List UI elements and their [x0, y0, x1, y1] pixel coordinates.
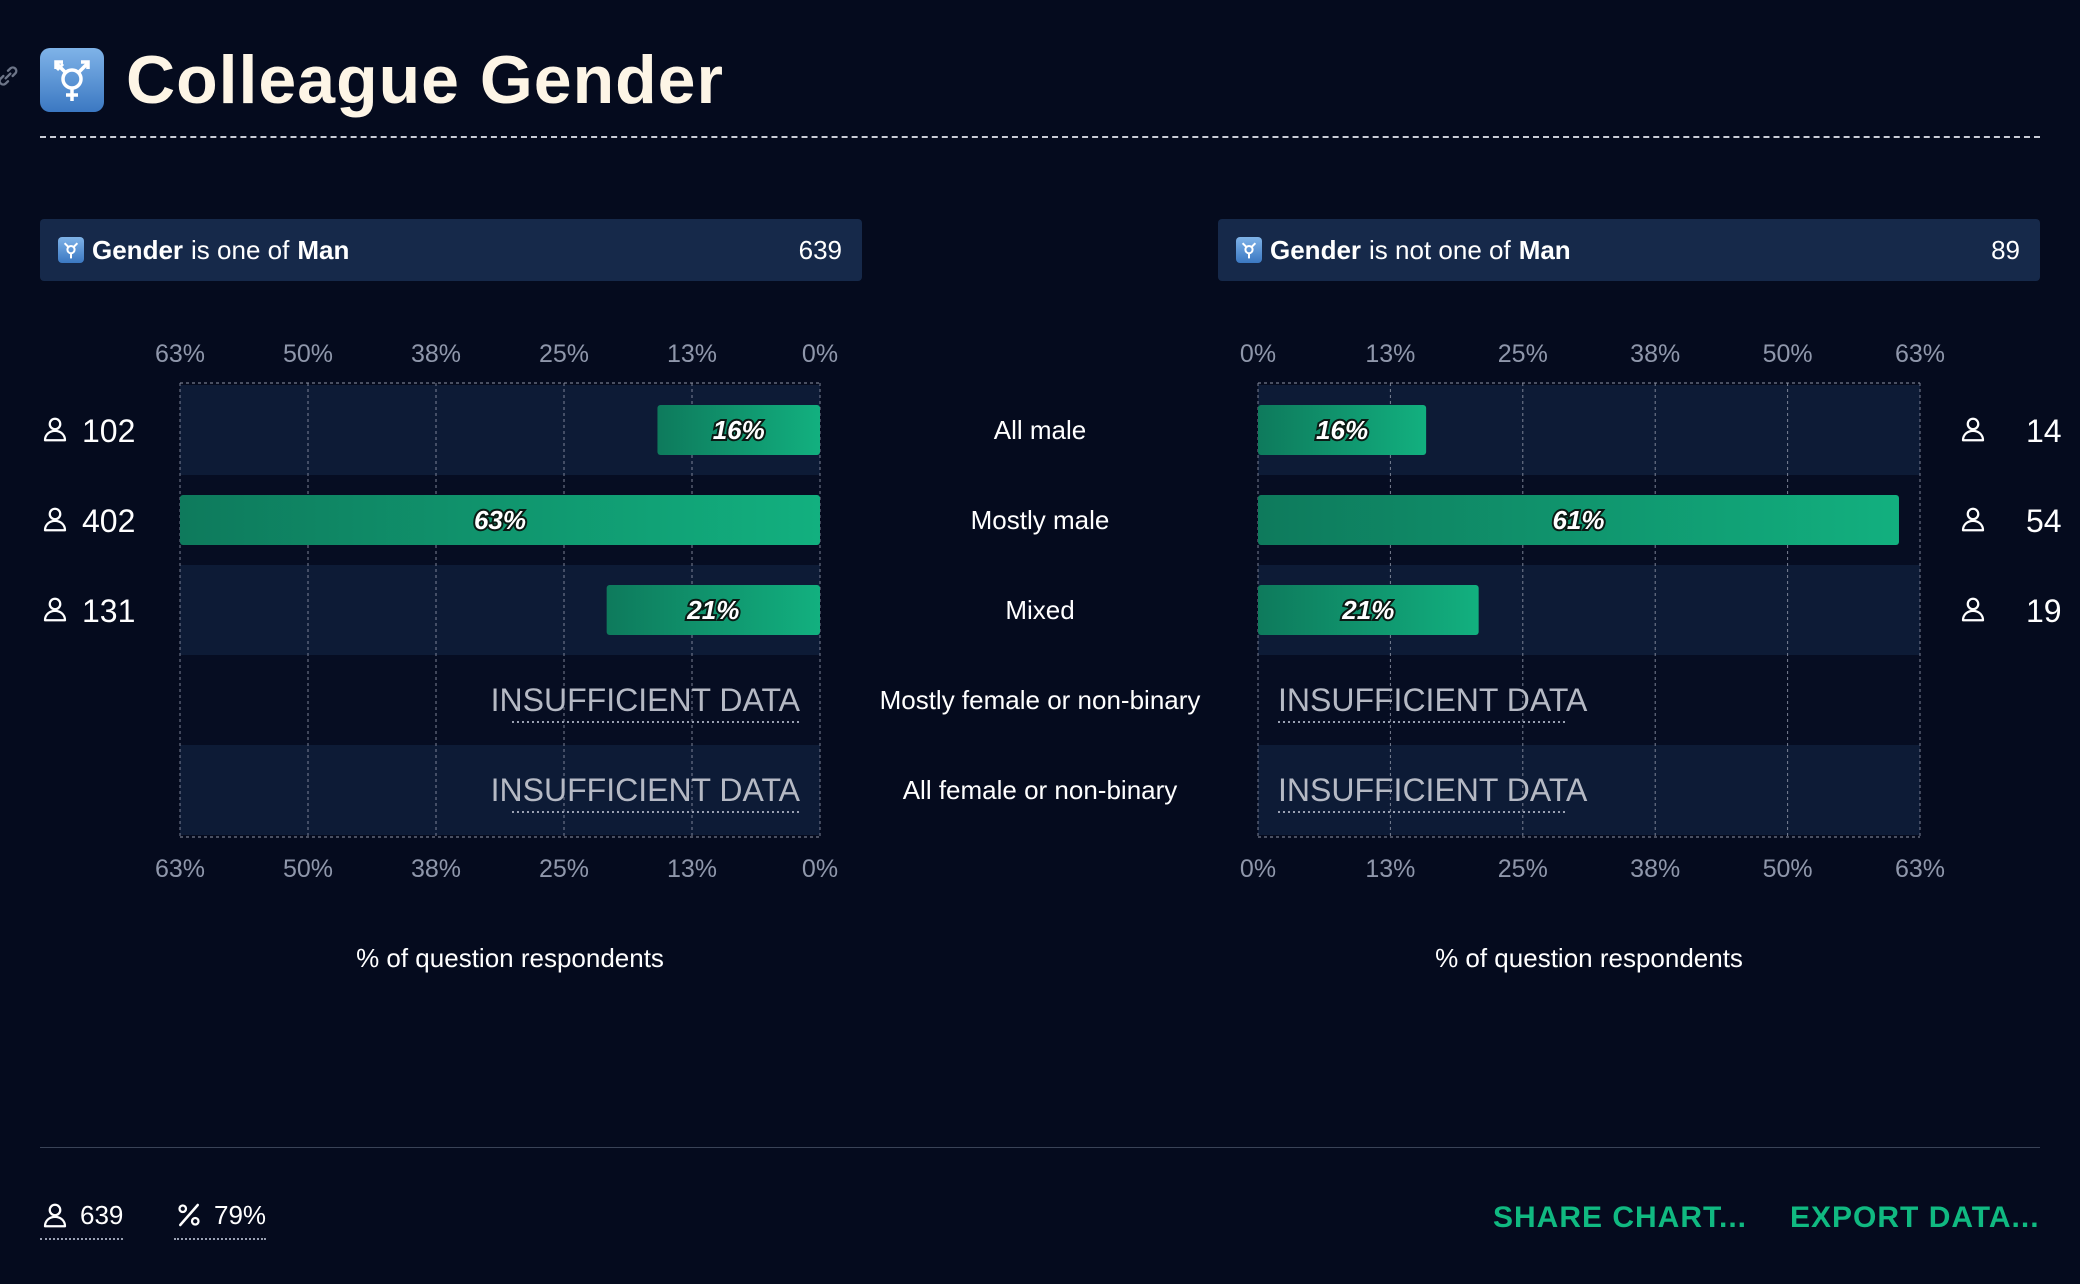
left-tick-label-bottom: 13% — [667, 855, 717, 883]
right-tick-label-bottom: 13% — [1365, 855, 1415, 883]
left-tick-label-bottom: 50% — [283, 855, 333, 883]
category-label: Mostly male — [971, 505, 1110, 535]
right-x-axis-title: % of question respondents — [1435, 943, 1743, 973]
right-bar — [1258, 405, 1427, 455]
left-tick-label-bottom: 0% — [802, 855, 838, 883]
person-icon — [43, 1203, 67, 1228]
page-title: Colleague Gender — [126, 42, 724, 118]
right-respondent-count: 54 — [2026, 503, 2062, 539]
left-bar-value-label: 21% — [686, 595, 739, 625]
left-respondent-count: 402 — [82, 503, 135, 539]
left-respondent-count: 102 — [82, 413, 135, 449]
link-icon[interactable] — [0, 62, 22, 90]
right-tick-label-top: 38% — [1630, 340, 1680, 368]
right-insufficient-data-label: INSUFFICIENT DATA — [1278, 682, 1588, 718]
person-icon — [43, 597, 67, 622]
transgender-symbol-icon — [1236, 237, 1262, 263]
footer-divider — [40, 1147, 2040, 1148]
export-data-button[interactable]: EXPORT DATA... — [1790, 1201, 2040, 1234]
person-icon — [1961, 507, 1985, 532]
right-tick-label-bottom: 25% — [1498, 855, 1548, 883]
person-icon — [43, 417, 67, 442]
left-tick-label-bottom: 25% — [539, 855, 589, 883]
right-row-bg — [1258, 655, 1920, 745]
filter-right-value: Man — [1518, 234, 1571, 265]
transgender-symbol-icon — [58, 237, 84, 263]
left-tick-label-bottom: 63% — [155, 855, 205, 883]
right-insufficient-data-label: INSUFFICIENT DATA — [1278, 772, 1588, 808]
filter-left-value: Man — [297, 234, 350, 265]
filter-left[interactable]: Gender is one of Man 639 — [40, 219, 862, 281]
left-tick-label-bottom: 38% — [411, 855, 461, 883]
percent-icon — [178, 1203, 200, 1227]
filter-left-operator: is one of — [191, 234, 290, 265]
person-icon — [1961, 597, 1985, 622]
right-row-bg — [1258, 745, 1920, 835]
percent-stat[interactable]: 79% — [174, 1196, 267, 1240]
left-tick-label-top: 50% — [283, 340, 333, 368]
left-tick-label-top: 13% — [667, 340, 717, 368]
right-tick-label-top: 25% — [1498, 340, 1548, 368]
left-bar-value-label: 63% — [474, 505, 526, 535]
left-tick-label-top: 25% — [539, 340, 589, 368]
transgender-symbol-icon — [40, 48, 104, 112]
respondents-count: 639 — [80, 1199, 124, 1230]
left-x-axis-title: % of question respondents — [356, 943, 664, 973]
person-icon — [43, 507, 67, 532]
filter-right-field: Gender — [1270, 234, 1362, 265]
left-insufficient-data-label: INSUFFICIENT DATA — [491, 772, 801, 808]
right-tick-label-bottom: 38% — [1630, 855, 1680, 883]
left-bar — [180, 495, 820, 545]
right-respondent-count: 14 — [2026, 413, 2062, 449]
right-tick-label-top: 13% — [1365, 340, 1415, 368]
person-icon — [1961, 417, 1985, 442]
left-bar-value-label: 16% — [713, 415, 765, 445]
left-bar — [606, 585, 820, 635]
right-bar-value-label: 21% — [1341, 595, 1394, 625]
share-chart-button[interactable]: SHARE CHART... — [1493, 1201, 1748, 1234]
left-tick-label-top: 63% — [155, 340, 205, 368]
right-bar — [1258, 585, 1479, 635]
filter-left-field: Gender — [92, 234, 184, 265]
left-row-bg — [180, 655, 820, 745]
category-label: Mixed — [1005, 595, 1074, 625]
right-bar-value-label: 61% — [1552, 505, 1604, 535]
category-label: All female or non-binary — [903, 775, 1178, 805]
filter-right-count: 89 — [1991, 234, 2020, 265]
category-label: Mostly female or non-binary — [880, 685, 1201, 715]
right-bar — [1258, 495, 1899, 545]
right-tick-label-top: 63% — [1895, 340, 1945, 368]
title-divider — [40, 136, 2040, 138]
filter-left-count: 639 — [798, 234, 842, 265]
respondents-stat[interactable]: 639 — [40, 1196, 124, 1240]
percent-value: 79% — [214, 1199, 267, 1230]
left-respondent-count: 131 — [82, 593, 135, 629]
category-label: All male — [994, 415, 1086, 445]
left-insufficient-data-label: INSUFFICIENT DATA — [491, 682, 801, 718]
left-bar — [657, 405, 820, 455]
filter-right-operator: is not one of — [1369, 234, 1511, 265]
left-tick-label-top: 38% — [411, 340, 461, 368]
right-respondent-count: 19 — [2026, 593, 2062, 629]
filter-right[interactable]: Gender is not one of Man 89 — [1218, 219, 2040, 281]
right-tick-label-bottom: 50% — [1763, 855, 1813, 883]
right-bar-value-label: 16% — [1316, 415, 1368, 445]
right-tick-label-bottom: 0% — [1240, 855, 1276, 883]
right-tick-label-bottom: 63% — [1895, 855, 1945, 883]
left-row-bg — [180, 745, 820, 835]
right-tick-label-top: 0% — [1240, 340, 1276, 368]
left-tick-label-top: 0% — [802, 340, 838, 368]
right-tick-label-top: 50% — [1763, 340, 1813, 368]
